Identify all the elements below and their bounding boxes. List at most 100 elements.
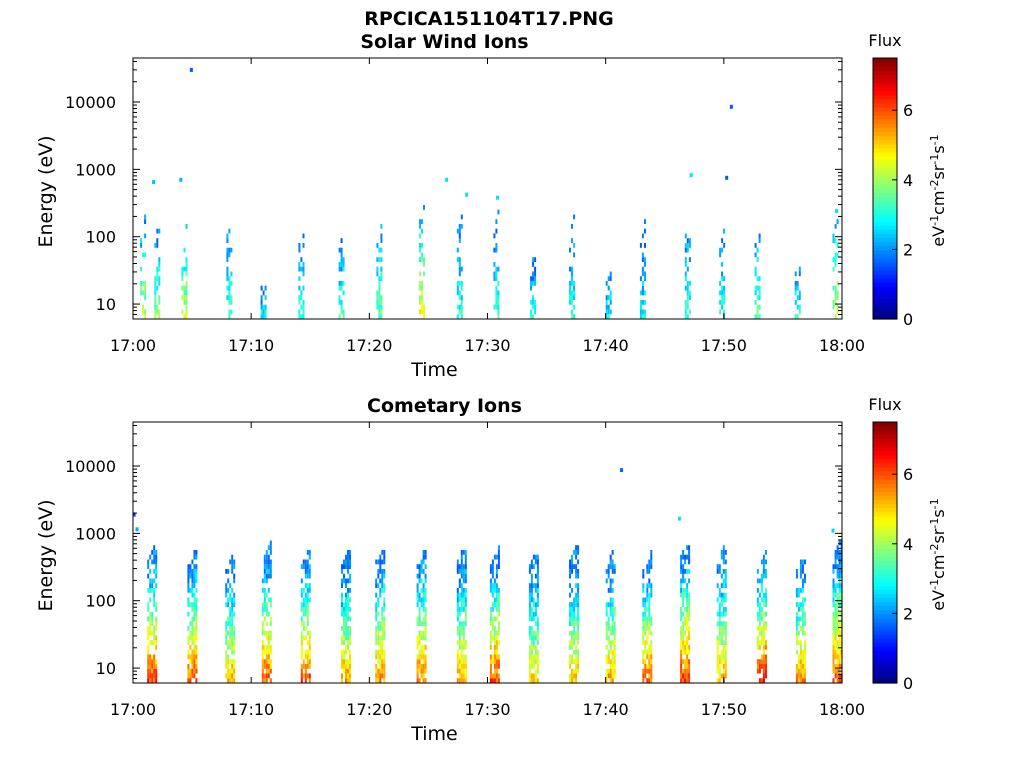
x-tick-label: 17:50 — [701, 336, 747, 355]
colorbar-segment — [873, 115, 897, 120]
heatmap-cell — [644, 611, 647, 617]
heatmap-cell — [377, 597, 380, 603]
heatmap-cell — [639, 300, 642, 305]
heatmap-cell — [534, 611, 537, 617]
heatmap-cell — [347, 602, 349, 607]
heatmap-cell — [607, 640, 610, 645]
heatmap-cell — [302, 597, 305, 603]
heatmap-cell — [345, 630, 347, 636]
heatmap-cell — [380, 266, 383, 272]
heatmap-cell — [151, 673, 154, 679]
heatmap-cell — [716, 664, 719, 669]
heatmap-cell — [680, 678, 683, 683]
heatmap-cell — [611, 668, 614, 674]
heatmap-cell — [298, 247, 301, 253]
heatmap-cell — [153, 640, 156, 645]
heatmap-cell — [343, 559, 345, 565]
heatmap-cell — [349, 550, 351, 555]
heatmap-cell — [528, 645, 531, 650]
heatmap-cell — [573, 243, 576, 248]
heatmap-cell — [762, 630, 765, 636]
heatmap-cell — [644, 621, 647, 626]
heatmap-cell — [195, 550, 198, 555]
heatmap-cell — [642, 597, 645, 603]
heatmap-cell — [226, 233, 229, 239]
heatmap-cell — [191, 602, 194, 607]
heatmap-cell — [195, 645, 198, 650]
heatmap-cell — [760, 616, 763, 622]
heatmap-cell — [345, 673, 347, 679]
heatmap-cell — [642, 573, 645, 579]
heatmap-cell — [193, 640, 196, 645]
heatmap-cell — [682, 611, 685, 617]
heatmap-cell — [226, 252, 229, 258]
heatmap-cell — [688, 559, 691, 565]
heatmap-cell — [383, 673, 386, 679]
heatmap-cell — [345, 592, 347, 598]
heatmap-cell — [684, 569, 687, 574]
heatmap-cell — [644, 314, 646, 319]
heatmap-cell — [381, 550, 384, 555]
heatmap-cell — [379, 626, 382, 631]
heatmap-cell — [644, 664, 647, 669]
heatmap-cell — [377, 611, 380, 617]
heatmap-cell — [716, 645, 719, 650]
heatmap-cell — [181, 266, 184, 272]
heatmap-cell — [798, 271, 801, 277]
heatmap-cell — [341, 626, 343, 631]
heatmap-cell — [304, 678, 307, 683]
x-tick-label: 17:10 — [228, 336, 274, 355]
heatmap-cell — [489, 616, 492, 622]
heatmap-cell — [345, 602, 347, 607]
heatmap-cell — [306, 597, 309, 603]
heatmap-cell — [836, 550, 839, 555]
heatmap-cell — [345, 607, 347, 612]
heatmap-cell — [762, 569, 765, 574]
heatmap-cell — [493, 276, 496, 281]
heatmap-cell — [577, 597, 580, 603]
heatmap-cell — [231, 630, 234, 636]
y-tick-label: 1000 — [75, 160, 116, 179]
heatmap-cell — [801, 668, 804, 674]
colorbar-segment — [873, 229, 897, 234]
heatmap-cell — [189, 678, 192, 683]
heatmap-cell — [298, 314, 301, 319]
heatmap-cell — [383, 659, 386, 664]
heatmap-cell — [530, 578, 533, 584]
heatmap-cell — [799, 607, 802, 612]
heatmap-cell — [756, 247, 759, 253]
heatmap-cell — [605, 654, 608, 660]
heatmap-cell — [193, 611, 196, 617]
heatmap-cell — [720, 640, 723, 645]
heatmap-cell — [233, 626, 236, 631]
colorbar-segment — [873, 233, 897, 239]
heatmap-cell — [724, 573, 727, 579]
colorbar-segment — [873, 674, 897, 680]
heatmap-cell — [688, 611, 691, 617]
heatmap-cell — [377, 626, 380, 631]
heatmap-cell — [613, 626, 616, 631]
heatmap-cell — [420, 654, 423, 660]
heatmap-cell — [573, 616, 576, 622]
heatmap-cell — [308, 654, 311, 660]
heatmap-cell — [684, 559, 687, 565]
heatmap-cell — [648, 559, 651, 565]
heatmap-cell — [794, 281, 797, 286]
heatmap-cell — [304, 668, 307, 674]
heatmap-cell — [760, 597, 763, 603]
heatmap-cell — [267, 635, 270, 641]
heatmap-cell — [147, 678, 150, 683]
heatmap-cell — [140, 238, 143, 243]
heatmap-cell — [804, 578, 806, 584]
heatmap-cell — [577, 569, 580, 574]
heatmap-cell — [528, 597, 531, 603]
heatmap-cell — [493, 635, 496, 641]
heatmap-cell — [571, 266, 573, 272]
heatmap-cell — [688, 635, 691, 641]
heatmap-cell — [151, 664, 154, 669]
heatmap-cell — [765, 673, 767, 679]
colorbar-segment — [873, 430, 897, 435]
heatmap-cell — [797, 616, 800, 622]
heatmap-cell — [375, 673, 378, 679]
heatmap-cell — [650, 664, 653, 669]
